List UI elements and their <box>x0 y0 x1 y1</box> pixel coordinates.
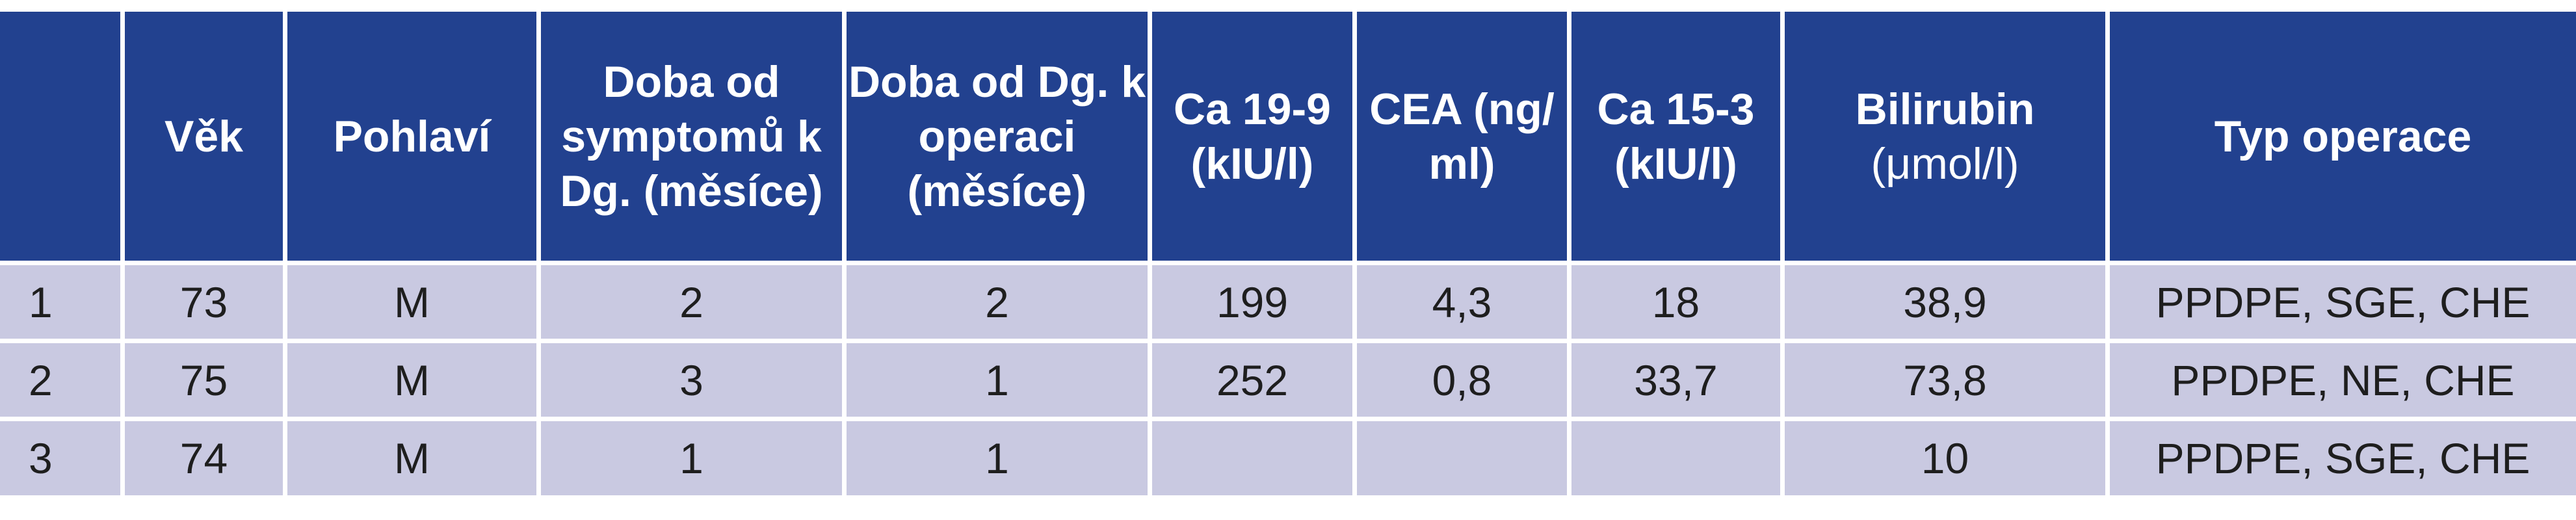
table-row: 2 75 M 3 1 252 0,8 33,7 73,8 PPDPE, NE, … <box>0 343 2576 421</box>
header-time-symptoms: Doba od symptomů k Dg. (měsíce) <box>541 12 847 265</box>
header-bilirubin-unit: (μmol/l) <box>1871 138 2019 188</box>
cell-bilirubin: 73,8 <box>1785 343 2110 421</box>
header-age: Věk <box>125 12 287 265</box>
cell-sex: M <box>287 343 541 421</box>
cell-operation-type: PPDPE, SGE, CHE <box>2110 421 2576 495</box>
header-operation-type: Typ operace <box>2110 12 2576 265</box>
cell-time-operation: 1 <box>847 421 1152 495</box>
cell-cea <box>1357 421 1571 495</box>
cell-operation-type: PPDPE, NE, CHE <box>2110 343 2576 421</box>
cell-ca199: 252 <box>1152 343 1357 421</box>
cell-time-operation: 2 <box>847 265 1152 343</box>
cell-sex: M <box>287 421 541 495</box>
cell-cea: 4,3 <box>1357 265 1571 343</box>
table-row: 3 74 M 1 1 10 PPDPE, SGE, CHE <box>0 421 2576 495</box>
header-index <box>0 12 125 265</box>
cell-bilirubin: 10 <box>1785 421 2110 495</box>
table-row: 1 73 M 2 2 199 4,3 18 38,9 PPDPE, SGE, C… <box>0 265 2576 343</box>
cell-index: 3 <box>0 421 125 495</box>
cell-ca199 <box>1152 421 1357 495</box>
cell-ca153: 33,7 <box>1571 343 1785 421</box>
cell-time-symptoms: 2 <box>541 265 847 343</box>
header-ca153: Ca 15-3 (kIU/l) <box>1571 12 1785 265</box>
cell-ca153 <box>1571 421 1785 495</box>
cell-cea: 0,8 <box>1357 343 1571 421</box>
cell-index: 1 <box>0 265 125 343</box>
cell-time-symptoms: 3 <box>541 343 847 421</box>
header-sex: Pohlaví <box>287 12 541 265</box>
cell-age: 74 <box>125 421 287 495</box>
header-cea: CEA (ng/ ml) <box>1357 12 1571 265</box>
header-bilirubin: Bilirubin (μmol/l) <box>1785 12 2110 265</box>
cell-age: 75 <box>125 343 287 421</box>
cell-ca199: 199 <box>1152 265 1357 343</box>
cell-index: 2 <box>0 343 125 421</box>
table-container: Věk Pohlaví Doba od symptomů k Dg. (měsí… <box>0 12 2576 495</box>
cell-bilirubin: 38,9 <box>1785 265 2110 343</box>
header-bilirubin-label: Bilirubin <box>1855 84 2035 134</box>
cell-time-operation: 1 <box>847 343 1152 421</box>
header-row: Věk Pohlaví Doba od symptomů k Dg. (měsí… <box>0 12 2576 265</box>
cell-operation-type: PPDPE, SGE, CHE <box>2110 265 2576 343</box>
header-ca199: Ca 19-9 (kIU/l) <box>1152 12 1357 265</box>
patient-table: Věk Pohlaví Doba od symptomů k Dg. (měsí… <box>0 12 2576 495</box>
cell-ca153: 18 <box>1571 265 1785 343</box>
cell-sex: M <box>287 265 541 343</box>
header-time-operation: Doba od Dg. k operaci (měsíce) <box>847 12 1152 265</box>
cell-age: 73 <box>125 265 287 343</box>
cell-time-symptoms: 1 <box>541 421 847 495</box>
